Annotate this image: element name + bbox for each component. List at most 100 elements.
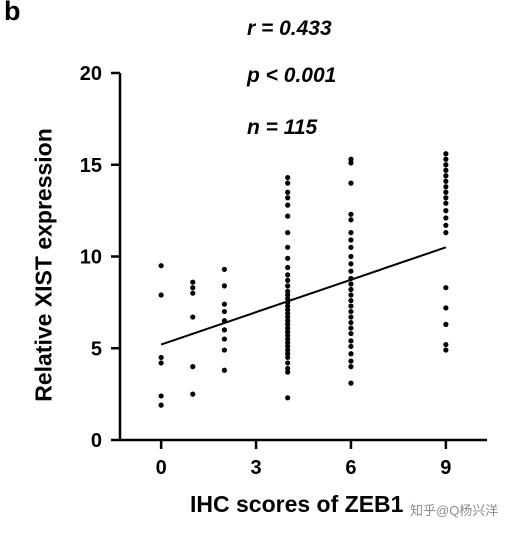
data-point bbox=[285, 283, 291, 289]
data-point bbox=[285, 340, 291, 346]
data-point bbox=[348, 217, 354, 223]
data-point bbox=[158, 360, 164, 366]
data-point bbox=[348, 314, 354, 320]
y-tick-label: 0 bbox=[91, 430, 102, 452]
data-point bbox=[285, 369, 291, 375]
data-point bbox=[348, 330, 354, 337]
data-point bbox=[158, 402, 164, 408]
x-tick-label: 6 bbox=[345, 457, 356, 479]
data-point bbox=[285, 360, 291, 366]
data-point bbox=[348, 286, 354, 293]
data-point bbox=[348, 268, 354, 274]
y-tick-label: 15 bbox=[80, 155, 102, 177]
data-point bbox=[348, 338, 354, 344]
x-tick-label: 3 bbox=[250, 457, 261, 479]
data-point bbox=[443, 156, 449, 162]
data-point bbox=[285, 351, 291, 357]
data-point bbox=[285, 213, 291, 219]
data-point bbox=[285, 288, 291, 294]
data-point bbox=[285, 180, 291, 186]
data-point bbox=[221, 336, 228, 342]
data-point bbox=[443, 151, 449, 157]
data-point bbox=[285, 395, 291, 401]
data-point bbox=[285, 314, 291, 320]
data-point bbox=[158, 393, 164, 399]
data-point bbox=[348, 237, 354, 243]
data-point bbox=[285, 272, 291, 278]
data-point bbox=[285, 321, 291, 327]
watermark: 知乎@Q杨兴洋 bbox=[410, 503, 499, 518]
data-point bbox=[285, 365, 291, 372]
data-point bbox=[348, 180, 354, 186]
data-point bbox=[190, 279, 196, 285]
data-point bbox=[348, 351, 354, 357]
x-tick-label: 0 bbox=[156, 457, 167, 479]
data-point bbox=[443, 195, 449, 201]
data-point bbox=[190, 290, 196, 296]
data-point bbox=[443, 189, 449, 195]
data-point bbox=[221, 367, 228, 373]
data-point bbox=[285, 318, 291, 324]
data-point bbox=[443, 230, 449, 236]
y-tick-label: 5 bbox=[91, 338, 102, 360]
data-point bbox=[348, 358, 354, 364]
data-point bbox=[443, 167, 449, 173]
data-point bbox=[190, 364, 196, 370]
data-point bbox=[190, 391, 196, 397]
x-tick-label: 9 bbox=[440, 457, 451, 479]
data-point bbox=[348, 160, 354, 166]
data-point bbox=[348, 211, 354, 217]
data-point bbox=[285, 299, 291, 305]
data-point bbox=[443, 173, 449, 179]
data-point bbox=[285, 292, 291, 298]
data-point bbox=[221, 318, 228, 324]
data-point bbox=[348, 230, 354, 236]
data-point bbox=[158, 263, 164, 269]
data-point bbox=[348, 253, 354, 260]
data-point bbox=[221, 327, 228, 333]
data-point bbox=[285, 230, 291, 236]
data-point bbox=[443, 305, 449, 311]
data-point bbox=[190, 285, 196, 291]
data-point bbox=[285, 329, 291, 335]
data-point bbox=[348, 303, 354, 309]
data-point bbox=[158, 292, 164, 298]
data-point bbox=[348, 297, 354, 304]
data-point bbox=[285, 343, 291, 350]
data-point bbox=[221, 347, 228, 353]
data-point bbox=[221, 283, 228, 289]
data-point bbox=[285, 244, 291, 250]
panel-label: b bbox=[4, 0, 21, 26]
p-value-label: p < 0.001 bbox=[247, 64, 337, 87]
data-point bbox=[285, 264, 291, 271]
correlation-r-label: r = 0.433 bbox=[247, 17, 332, 40]
data-point bbox=[443, 222, 449, 228]
data-point bbox=[285, 195, 291, 201]
data-point bbox=[285, 336, 291, 342]
data-point bbox=[443, 347, 449, 353]
data-point bbox=[158, 354, 164, 361]
data-point bbox=[348, 281, 354, 287]
data-point bbox=[285, 296, 291, 302]
data-point bbox=[348, 308, 354, 315]
data-point bbox=[443, 184, 449, 190]
data-point bbox=[348, 292, 354, 298]
data-point bbox=[348, 380, 354, 386]
data-point bbox=[285, 332, 291, 339]
data-point bbox=[285, 347, 291, 353]
data-point bbox=[348, 325, 354, 331]
data-point bbox=[443, 200, 449, 206]
sample-size-label: n = 115 bbox=[247, 116, 318, 139]
data-point bbox=[443, 215, 449, 221]
data-point bbox=[285, 307, 291, 313]
y-tick-label: 20 bbox=[80, 63, 102, 85]
regression-line bbox=[160, 246, 447, 346]
data-point bbox=[285, 310, 291, 316]
data-point bbox=[443, 341, 449, 348]
data-point bbox=[221, 301, 228, 307]
y-axis-label: Relative XIST expression bbox=[30, 128, 57, 402]
data-point bbox=[348, 343, 354, 350]
data-point bbox=[221, 308, 228, 315]
data-point bbox=[285, 325, 291, 331]
